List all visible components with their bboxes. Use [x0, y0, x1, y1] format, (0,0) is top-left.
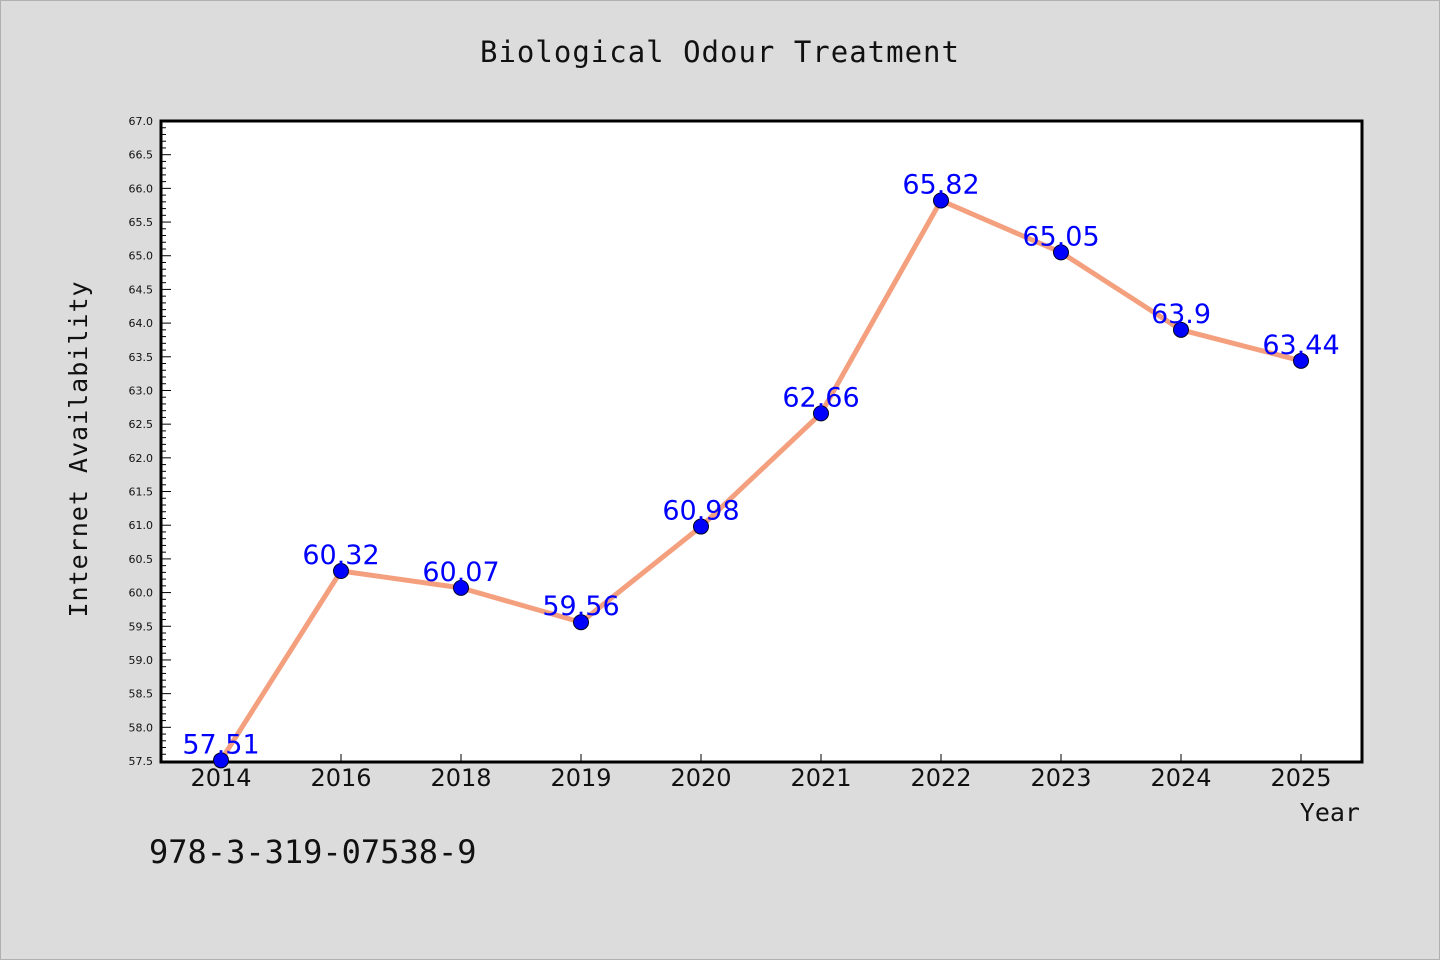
y-tick-label: 60.5: [129, 553, 154, 566]
y-tick-label: 59.0: [129, 654, 154, 667]
y-tick-label: 65.0: [129, 250, 154, 263]
data-point: [573, 614, 589, 631]
data-point: [333, 563, 349, 580]
y-tick-label: 64.5: [129, 283, 154, 296]
x-tick-label: 2014: [190, 764, 251, 792]
y-tick-label: 66.0: [129, 182, 154, 195]
y-tick-label: 66.5: [129, 149, 154, 162]
y-tick-label: 57.5: [129, 755, 154, 768]
data-label: 63.9: [1151, 299, 1211, 330]
x-tick-label: 2019: [550, 764, 611, 792]
x-tick-label: 2025: [1270, 764, 1331, 792]
y-tick-label: 63.0: [129, 384, 154, 397]
data-point: [1173, 321, 1189, 338]
y-axis-label: Internet Availability: [64, 280, 93, 617]
data-point: [1053, 244, 1069, 261]
data-point: [933, 192, 949, 209]
y-tick-label: 64.0: [129, 317, 154, 330]
x-tick-label: 2018: [430, 764, 491, 792]
isbn-annotation: 978-3-319-07538-9: [149, 833, 477, 871]
x-tick-label: 2020: [670, 764, 731, 792]
x-tick-label: 2023: [1030, 764, 1091, 792]
data-label: 65.05: [1022, 221, 1099, 252]
y-tick-label: 58.5: [129, 688, 154, 701]
y-tick-label: 61.0: [129, 519, 154, 532]
data-label: 62.66: [782, 382, 859, 413]
series-group: 57.51 60.32 60.07 59.56 60.98 62.66 65.82 65.05…: [182, 169, 1340, 769]
series-line: [218, 197, 1304, 763]
y-tick-label: 58.0: [129, 721, 154, 734]
y-tick-label: 65.5: [129, 216, 154, 229]
data-label: 60.98: [662, 496, 739, 527]
data-point: [1293, 352, 1309, 369]
data-label: 65.82: [902, 169, 979, 200]
x-tick-label: 2021: [790, 764, 851, 792]
y-tick-label: 62.0: [129, 452, 154, 465]
x-tick-label: 2022: [910, 764, 971, 792]
data-label: 60.32: [302, 540, 379, 571]
plot-background: [159, 119, 1364, 764]
x-axis-label: Year: [1300, 798, 1360, 827]
y-tick-label: 63.5: [129, 351, 154, 364]
y-tick-label: 61.5: [129, 486, 154, 499]
data-point: [213, 752, 229, 769]
x-axis-ticks: 2014 2016 2018 2019 2020 2021 2022 2023 2024 2025: [190, 754, 1332, 792]
data-label: 57.51: [182, 729, 259, 760]
data-label: 60.07: [422, 557, 499, 588]
y-tick-label: 62.5: [129, 418, 154, 431]
x-tick-label: 2016: [310, 764, 371, 792]
data-point: [453, 579, 469, 596]
data-label: 63.44: [1262, 330, 1339, 361]
y-tick-label: 60.0: [129, 587, 154, 600]
y-tick-label: 59.5: [129, 620, 154, 633]
y-axis-ticks: 57.5 58.0 58.5 59.0 59.5 60.0 60.5 61.0 61.5 62.0…: [129, 115, 171, 768]
x-tick-label: 2024: [1150, 764, 1211, 792]
data-label: 59.56: [542, 591, 619, 622]
chart-title: Biological Odour Treatment: [480, 35, 960, 69]
y-tick-label: 67.0: [129, 115, 154, 128]
data-point: [693, 518, 709, 535]
data-point: [813, 405, 829, 422]
